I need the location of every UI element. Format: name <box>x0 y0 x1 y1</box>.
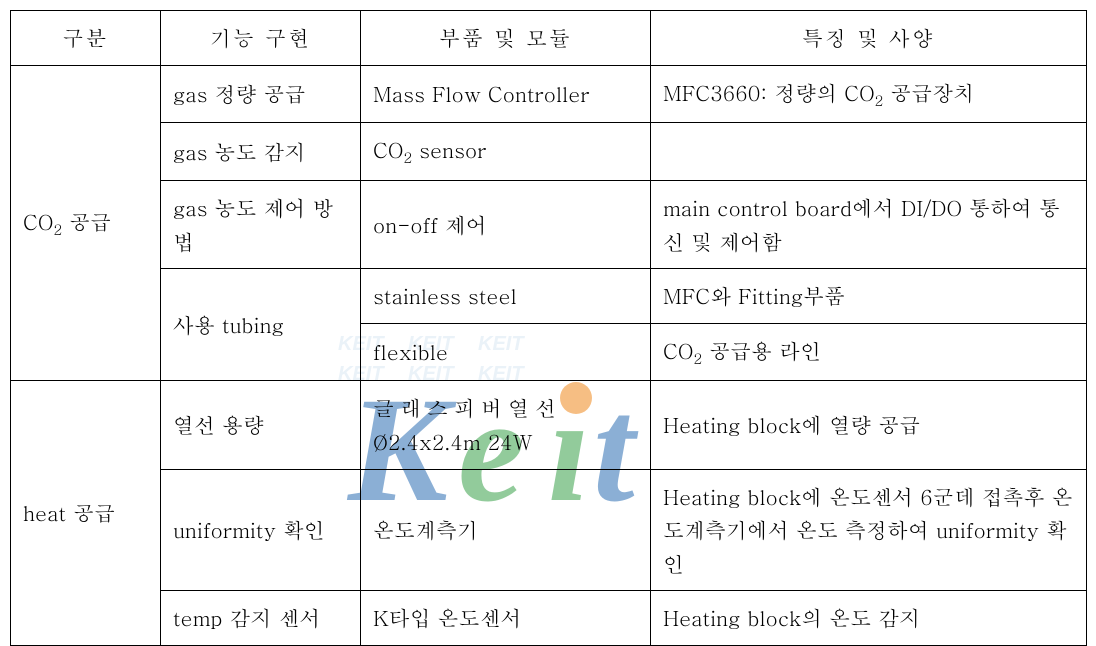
table-row: heat 공급 열선 용량 글래스피버열선 Ø2.4x2.4m 24W Heat… <box>11 381 1087 469</box>
part-cell: on-off 제어 <box>361 181 651 269</box>
group-cell-co2: CO2 공급 <box>11 65 161 381</box>
part-text: CO2 sensor <box>373 134 486 164</box>
table-body: CO2 공급 gas 정량 공급 Mass Flow Controller MF… <box>11 65 1087 645</box>
table-row: gas 농도 감지 CO2 sensor <box>11 123 1087 181</box>
table-row: gas 농도 제어 방법 on-off 제어 main control boar… <box>11 181 1087 269</box>
col-header-gubun: 구분 <box>11 11 161 66</box>
group-cell-heat: heat 공급 <box>11 381 161 646</box>
spec-text: MFC3660: 정량의 CO2 공급장치 <box>663 77 974 107</box>
part-cell: 글래스피버열선 Ø2.4x2.4m 24W <box>361 381 651 469</box>
col-header-func: 기능 구현 <box>161 11 361 66</box>
table-row: CO2 공급 gas 정량 공급 Mass Flow Controller MF… <box>11 65 1087 123</box>
part-text: 글래스피버열선 Ø2.4x2.4m 24W <box>373 392 562 456</box>
table-row: uniformity 확인 온도계측기 Heating block에 온도센서 … <box>11 469 1087 591</box>
table-row: 사용 tubing stainless steel MFC와 Fitting부품 <box>11 269 1087 324</box>
func-cell: gas 정량 공급 <box>161 65 361 123</box>
table-row: temp 감지 센서 K타입 온도센서 Heating block의 온도 감지 <box>11 591 1087 646</box>
part-cell: CO2 sensor <box>361 123 651 181</box>
func-cell: 열선 용량 <box>161 381 361 469</box>
spec-text: CO2 공급용 라인 <box>663 335 821 365</box>
part-cell: stainless steel <box>361 269 651 324</box>
func-cell: gas 농도 제어 방법 <box>161 181 361 269</box>
func-cell-tubing: 사용 tubing <box>161 269 361 381</box>
part-cell: K타입 온도센서 <box>361 591 651 646</box>
spec-cell: Heating block에 열량 공급 <box>651 381 1087 469</box>
spec-cell: Heating block의 온도 감지 <box>651 591 1087 646</box>
func-cell: temp 감지 센서 <box>161 591 361 646</box>
spec-cell: MFC와 Fitting부품 <box>651 269 1087 324</box>
col-header-part: 부품 및 모듈 <box>361 11 651 66</box>
spec-cell: MFC3660: 정량의 CO2 공급장치 <box>651 65 1087 123</box>
spec-cell: CO2 공급용 라인 <box>651 323 1087 381</box>
group-label: CO2 공급 <box>23 206 111 236</box>
col-header-spec: 특징 및 사양 <box>651 11 1087 66</box>
spec-cell: Heating block에 온도센서 6군데 접촉후 온도계측기에서 온도 측… <box>651 469 1087 591</box>
func-cell: gas 농도 감지 <box>161 123 361 181</box>
spec-cell <box>651 123 1087 181</box>
table-header-row: 구분 기능 구현 부품 및 모듈 특징 및 사양 <box>11 11 1087 66</box>
spec-cell: main control board에서 DI/DO 통하여 통신 및 제어함 <box>651 181 1087 269</box>
spec-table: 구분 기능 구현 부품 및 모듈 특징 및 사양 CO2 공급 gas 정량 공… <box>10 10 1087 646</box>
part-cell: Mass Flow Controller <box>361 65 651 123</box>
func-cell: uniformity 확인 <box>161 469 361 591</box>
part-cell: 온도계측기 <box>361 469 651 591</box>
part-cell: flexible <box>361 323 651 381</box>
